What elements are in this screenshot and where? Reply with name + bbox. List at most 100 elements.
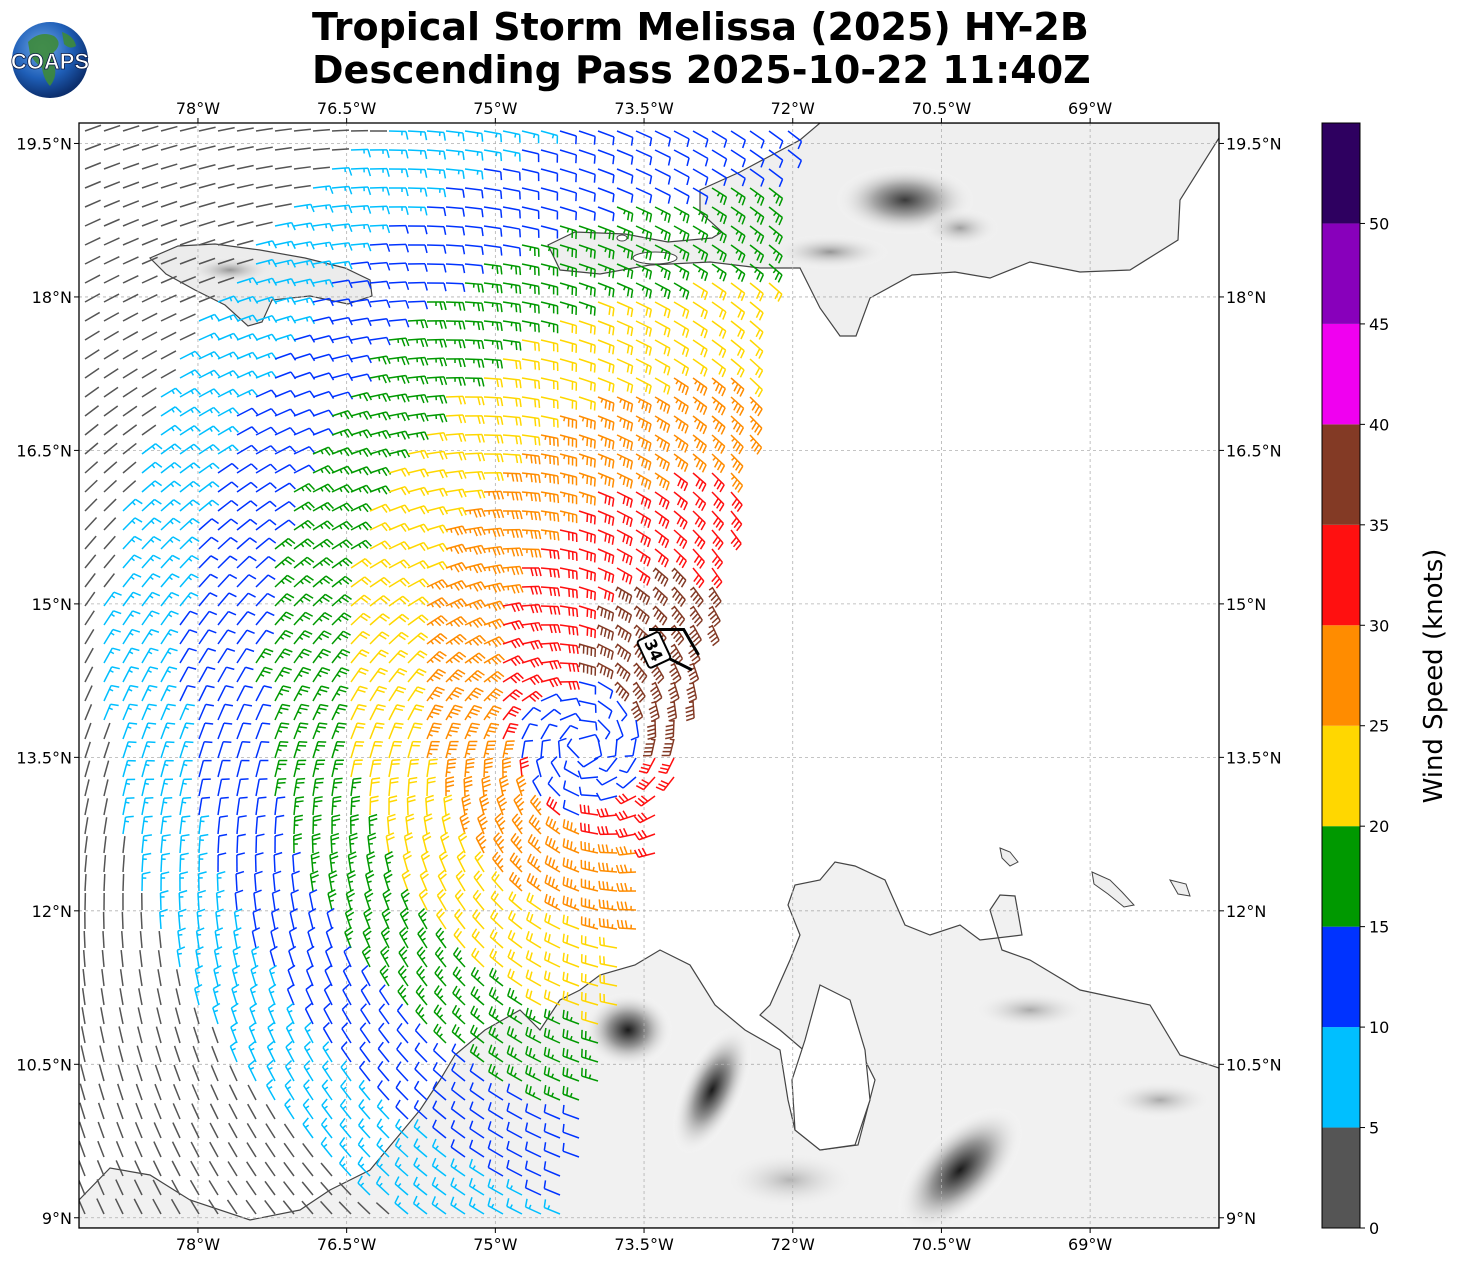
- wind-barb-shaft: [673, 453, 689, 465]
- wind-barb-feather: [695, 440, 701, 449]
- wind-barb-feather: [572, 608, 575, 617]
- wind-barb-half-feather: [169, 557, 174, 562]
- wind-barb-shaft: [122, 666, 132, 683]
- wind-barb-feather: [704, 215, 709, 224]
- wind-barb-feather: [343, 485, 350, 494]
- wind-barb: [483, 740, 497, 759]
- wind-barb-feather: [667, 328, 671, 338]
- wind-barb: [407, 560, 430, 570]
- wind-barb: [730, 415, 745, 436]
- wind-barb-shaft: [312, 446, 329, 455]
- wind-barb-feather: [290, 259, 297, 268]
- wind-barb-shaft: [179, 238, 197, 246]
- wind-barb-feather: [667, 138, 672, 147]
- wind-barb: [711, 149, 728, 167]
- wind-barb-feather: [538, 604, 543, 613]
- wind-barb: [635, 130, 653, 147]
- wind-barb-feather: [348, 205, 353, 214]
- wind-barb-feather: [453, 564, 460, 573]
- wind-barb: [103, 760, 110, 778]
- wind-barb-feather: [496, 546, 501, 556]
- wind-barb-feather: [622, 553, 626, 562]
- wind-barb: [103, 181, 121, 189]
- wind-barb-half-feather: [566, 247, 570, 252]
- wind-barb-shaft: [521, 358, 539, 363]
- wind-barb-feather: [648, 404, 652, 414]
- wind-barb-feather: [741, 178, 746, 187]
- wind-barb: [350, 612, 371, 626]
- wind-barb-shaft: [635, 586, 651, 598]
- wind-barb-feather: [621, 591, 626, 600]
- wind-barb: [671, 586, 686, 607]
- wind-barb-feather: [424, 188, 428, 197]
- wind-barb: [464, 704, 483, 721]
- wind-barb-shaft: [426, 206, 445, 209]
- wind-barb-half-feather: [286, 317, 290, 322]
- wind-barb-half-feather: [166, 688, 171, 692]
- wind-barb: [483, 301, 503, 313]
- wind-barb-feather: [671, 651, 679, 659]
- wind-barb-half-feather: [660, 229, 664, 234]
- wind-barb-feather: [430, 729, 439, 733]
- wind-barb-shaft: [350, 205, 369, 208]
- wind-barb-shaft: [236, 592, 249, 607]
- wind-barb: [293, 666, 312, 683]
- wind-barb-feather: [679, 538, 685, 547]
- wind-barb-feather: [381, 486, 388, 495]
- wind-barb-half-feather: [336, 673, 341, 678]
- wind-barb-shaft: [217, 126, 235, 132]
- wind-barb-feather: [210, 536, 219, 543]
- wind-barb-half-feather: [151, 501, 155, 506]
- wind-barb: [768, 244, 783, 264]
- wind-barb-shaft: [122, 237, 139, 246]
- wind-barb-shaft: [312, 409, 330, 417]
- wind-barb: [445, 339, 466, 349]
- wind-barb-shaft: [445, 414, 464, 417]
- wind-barb-half-feather: [449, 659, 453, 664]
- wind-barb-feather: [657, 554, 663, 563]
- wind-barb-shaft: [407, 722, 416, 740]
- wind-barb-shaft: [122, 125, 140, 132]
- wind-barb-shaft: [198, 592, 211, 607]
- wind-barb-feather: [669, 666, 677, 674]
- wind-barb-feather: [556, 677, 563, 686]
- wind-barb-shaft: [566, 745, 580, 759]
- wind-barb-feather: [188, 647, 197, 652]
- wind-barb-shaft: [616, 168, 633, 177]
- wind-barb-half-feather: [670, 663, 675, 667]
- wind-barb-feather: [282, 651, 291, 656]
- wind-barb-feather: [439, 358, 444, 367]
- wind-barb-feather: [155, 443, 163, 450]
- wind-barb-shaft: [616, 187, 633, 196]
- wind-barb: [293, 556, 315, 569]
- wind-barb: [350, 740, 365, 759]
- wind-barb: [502, 583, 524, 594]
- wind-barb-feather: [639, 553, 645, 563]
- wind-barb-shaft: [312, 722, 320, 740]
- wind-barb: [464, 149, 484, 161]
- wind-barb-half-feather: [209, 390, 213, 395]
- wind-barb-shaft: [578, 472, 596, 480]
- wind-barb-feather: [404, 430, 410, 439]
- wind-barb: [578, 567, 596, 582]
- wind-barb: [84, 274, 101, 284]
- wind-barb: [122, 610, 141, 626]
- wind-barb-shaft: [103, 722, 111, 740]
- wind-barb-feather: [625, 555, 630, 564]
- wind-barb-feather: [704, 272, 709, 282]
- wind-barb-feather: [612, 403, 615, 412]
- wind-barb-shaft: [597, 434, 615, 442]
- wind-barb-shaft: [654, 377, 671, 388]
- wind-barb-feather: [500, 247, 503, 256]
- wind-barb-shaft: [578, 510, 596, 517]
- wind-barb-shaft: [502, 396, 520, 400]
- wind-barb: [426, 130, 446, 141]
- wind-barb-half-feather: [469, 566, 472, 571]
- wind-barb-feather: [653, 693, 661, 700]
- wind-barb: [141, 405, 157, 417]
- wind-barb-shaft: [521, 491, 539, 495]
- wind-barb-feather: [659, 439, 664, 448]
- wind-barb: [122, 368, 138, 379]
- wind-barb: [559, 206, 578, 221]
- wind-barb-feather: [576, 645, 579, 655]
